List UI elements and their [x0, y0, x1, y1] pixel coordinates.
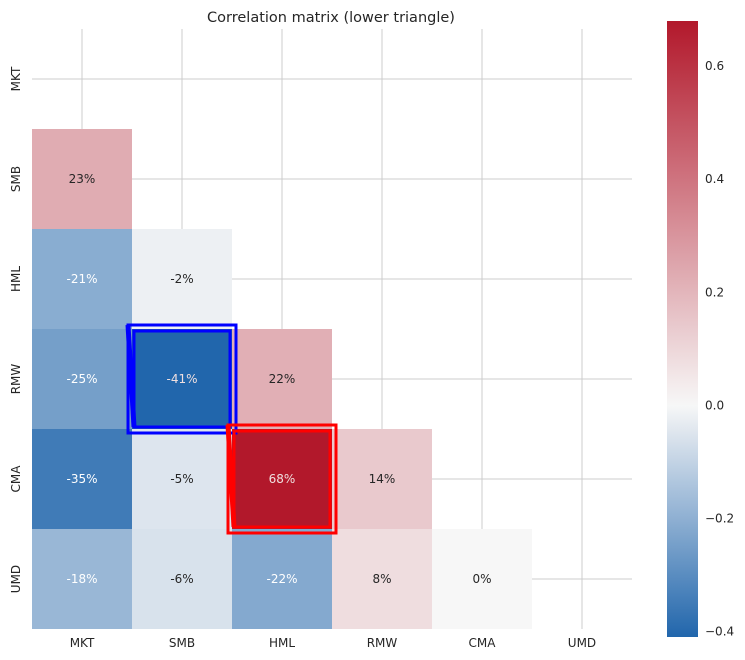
cell-hml-smb	[132, 229, 232, 329]
cell-label-rmw-mkt: -25%	[66, 372, 97, 386]
cell-label-umd-cma: 0%	[472, 572, 491, 586]
cell-cma-hml	[232, 429, 332, 529]
cell-rmw-mkt	[32, 329, 132, 429]
cell-umd-mkt	[32, 529, 132, 629]
cell-label-umd-hml: -22%	[266, 572, 297, 586]
cell-smb-mkt	[32, 129, 132, 229]
x-tick-label-smb: SMB	[169, 636, 195, 650]
colorbar: −0.4 −0.2 0.0 0.2 0.4 0.6	[667, 21, 734, 638]
cell-label-hml-smb: -2%	[170, 272, 193, 286]
colorbar-tick-label-0: −0.4	[705, 624, 734, 638]
cell-label-umd-mkt: -18%	[66, 572, 97, 586]
cell-hml-mkt	[32, 229, 132, 329]
x-tick-label-hml: HML	[269, 636, 295, 650]
y-tick-label-mkt: MKT	[9, 66, 23, 91]
x-tick-label-cma: CMA	[469, 636, 497, 650]
cell-rmw-smb	[132, 329, 232, 429]
chart-title: Correlation matrix (lower triangle)	[207, 10, 455, 26]
x-tick-label-rmw: RMW	[367, 636, 398, 650]
x-tick-label-mkt: MKT	[70, 636, 95, 650]
colorbar-tick-label-1: −0.2	[705, 511, 734, 525]
cell-cma-mkt	[32, 429, 132, 529]
x-tick-label-umd: UMD	[568, 636, 596, 650]
highlight-rmw-smb-inner	[132, 329, 232, 429]
cell-label-smb-mkt: 23%	[69, 172, 96, 186]
highlight-rmw-smb-outer	[126, 323, 238, 435]
y-tick-label-cma: CMA	[9, 465, 23, 493]
plot-area: 23% -21% -2% -25% -41% 22% -35% -5% 68% 14% -18% -6…	[9, 29, 632, 650]
cell-label-umd-rmw: 8%	[372, 572, 391, 586]
cell-label-rmw-smb: -41%	[166, 372, 197, 386]
cell-label-cma-mkt: -35%	[66, 472, 97, 486]
highlight-cma-hml-edge	[225, 424, 237, 528]
y-tick-label-smb: SMB	[9, 166, 23, 192]
cell-label-cma-smb: -5%	[170, 472, 193, 486]
cell-label-cma-hml: 68%	[269, 472, 296, 486]
cell-label-hml-mkt: -21%	[66, 272, 97, 286]
colorbar-tick-label-3: 0.2	[705, 285, 724, 299]
cell-umd-cma	[432, 529, 532, 629]
highlight-cma-hml-inner	[232, 429, 332, 529]
cell-label-rmw-hml: 22%	[269, 372, 296, 386]
highlight-cma-hml-outer	[226, 423, 338, 535]
cell-label-cma-rmw: 14%	[369, 472, 396, 486]
cell-umd-rmw	[332, 529, 432, 629]
cell-umd-hml	[232, 529, 332, 629]
colorbar-tick-label-5: 0.6	[705, 59, 724, 73]
y-tick-label-umd: UMD	[9, 565, 23, 593]
colorbar-gradient	[667, 21, 698, 637]
cell-cma-rmw	[332, 429, 432, 529]
highlight-rmw-smb-edge	[125, 324, 137, 428]
y-tick-label-rmw: RMW	[9, 364, 23, 395]
cell-rmw-hml	[232, 329, 332, 429]
cell-umd-smb	[132, 529, 232, 629]
cell-cma-smb	[132, 429, 232, 529]
y-tick-label-hml: HML	[9, 266, 23, 292]
colorbar-tick-label-4: 0.4	[705, 172, 724, 186]
cell-label-umd-smb: -6%	[170, 572, 193, 586]
colorbar-tick-label-2: 0.0	[705, 398, 724, 412]
